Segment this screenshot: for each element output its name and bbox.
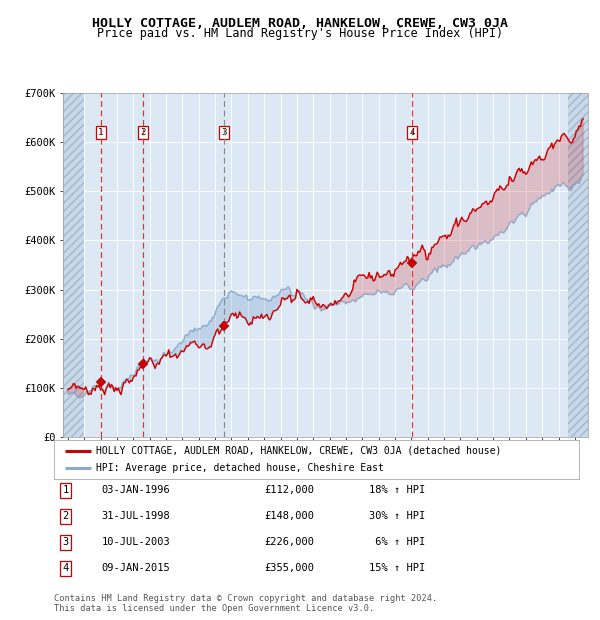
Text: 30% ↑ HPI: 30% ↑ HPI bbox=[369, 512, 425, 521]
Text: 4: 4 bbox=[62, 563, 68, 574]
Text: 2: 2 bbox=[62, 512, 68, 521]
Text: HOLLY COTTAGE, AUDLEM ROAD, HANKELOW, CREWE, CW3 0JA: HOLLY COTTAGE, AUDLEM ROAD, HANKELOW, CR… bbox=[92, 17, 508, 30]
Bar bbox=[63, 93, 84, 437]
Text: HOLLY COTTAGE, AUDLEM ROAD, HANKELOW, CREWE, CW3 0JA (detached house): HOLLY COTTAGE, AUDLEM ROAD, HANKELOW, CR… bbox=[96, 446, 502, 456]
Text: 03-JAN-1996: 03-JAN-1996 bbox=[101, 485, 170, 495]
Text: Price paid vs. HM Land Registry's House Price Index (HPI): Price paid vs. HM Land Registry's House … bbox=[97, 27, 503, 40]
Text: £226,000: £226,000 bbox=[264, 538, 314, 547]
Text: 3: 3 bbox=[221, 128, 226, 137]
Text: 2: 2 bbox=[140, 128, 146, 137]
Text: 3: 3 bbox=[62, 538, 68, 547]
Text: 09-JAN-2015: 09-JAN-2015 bbox=[101, 563, 170, 574]
Text: 18% ↑ HPI: 18% ↑ HPI bbox=[369, 485, 425, 495]
Text: 6% ↑ HPI: 6% ↑ HPI bbox=[369, 538, 425, 547]
Bar bbox=[568, 93, 588, 437]
Text: 15% ↑ HPI: 15% ↑ HPI bbox=[369, 563, 425, 574]
Text: £355,000: £355,000 bbox=[264, 563, 314, 574]
Text: £148,000: £148,000 bbox=[264, 512, 314, 521]
Text: HPI: Average price, detached house, Cheshire East: HPI: Average price, detached house, Ches… bbox=[96, 463, 384, 473]
Text: 4: 4 bbox=[409, 128, 415, 137]
Text: 31-JUL-1998: 31-JUL-1998 bbox=[101, 512, 170, 521]
Text: 1: 1 bbox=[62, 485, 68, 495]
Text: Contains HM Land Registry data © Crown copyright and database right 2024.
This d: Contains HM Land Registry data © Crown c… bbox=[54, 594, 437, 613]
Text: £112,000: £112,000 bbox=[264, 485, 314, 495]
Text: 10-JUL-2003: 10-JUL-2003 bbox=[101, 538, 170, 547]
Text: 1: 1 bbox=[98, 128, 103, 137]
